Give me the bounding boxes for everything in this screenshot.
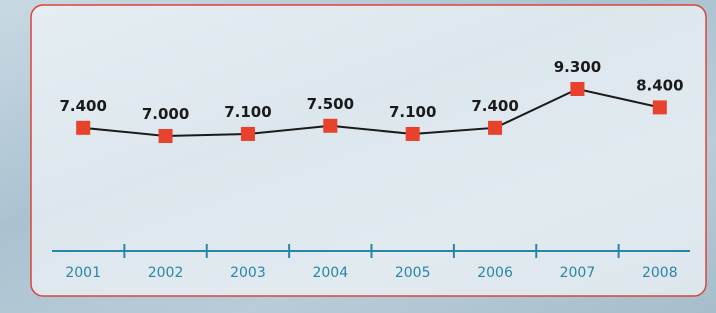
value-label: 7.100 <box>224 103 271 121</box>
value-label: 8.400 <box>636 76 683 94</box>
value-label: 7.500 <box>307 95 354 113</box>
x-tick-label: 2008 <box>642 265 678 281</box>
page: {"chart_data": {"type": "line", "categor… <box>0 0 716 313</box>
value-label: 7.400 <box>59 97 106 115</box>
data-point <box>159 129 173 143</box>
chart: 7.400 2001 7.000 2002 7.100 2003 7.500 2004 7.10… <box>0 0 716 313</box>
chart-panel <box>31 5 706 296</box>
value-label: 7.000 <box>142 105 189 123</box>
data-point <box>76 121 90 135</box>
value-label: 7.400 <box>471 97 518 115</box>
x-tick-label: 2003 <box>230 265 266 281</box>
data-point <box>406 127 420 141</box>
value-label: 9.300 <box>554 58 601 76</box>
x-tick-label: 2004 <box>312 265 348 281</box>
data-point <box>653 100 667 114</box>
x-tick-label: 2007 <box>560 265 596 281</box>
data-point <box>241 127 255 141</box>
x-tick-label: 2001 <box>65 265 101 281</box>
data-point <box>488 121 502 135</box>
x-tick-label: 2006 <box>477 265 513 281</box>
x-tick-label: 2005 <box>395 265 431 281</box>
x-tick-label: 2002 <box>148 265 184 281</box>
data-point <box>570 82 584 96</box>
value-label: 7.100 <box>389 103 436 121</box>
data-point <box>323 119 337 133</box>
